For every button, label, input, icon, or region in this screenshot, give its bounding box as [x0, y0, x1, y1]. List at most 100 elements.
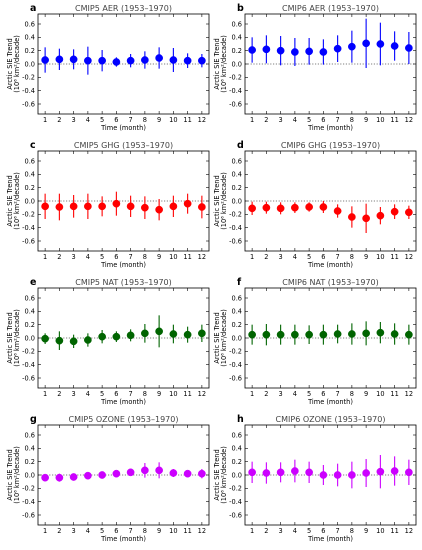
y-tick-label: 0.4 [25, 34, 36, 42]
y-tick-label: -0.2 [229, 485, 242, 493]
data-point [262, 203, 271, 212]
y-tick-label: 0.4 [232, 34, 243, 42]
data-point [141, 203, 149, 212]
x-tick-label: 6 [321, 253, 325, 261]
data-point [141, 56, 149, 64]
data-point [405, 208, 413, 217]
y-tick-label: -0.6 [229, 100, 242, 108]
y-tick-label: 0.0 [232, 334, 243, 342]
x-tick-label: 3 [72, 390, 76, 398]
x-tick-label: 6 [114, 253, 118, 261]
data-point [69, 473, 78, 481]
x-tick-label: 1 [250, 527, 254, 535]
data-point [305, 330, 313, 339]
x-tick-label: 3 [279, 390, 283, 398]
y-tick-label: 0.0 [232, 197, 243, 205]
x-tick-label: 5 [307, 116, 311, 124]
data-point [333, 44, 342, 53]
data-point [319, 471, 328, 479]
y-tick-label: 0.6 [232, 20, 243, 28]
data-point [183, 199, 192, 208]
data-point [183, 330, 192, 339]
y-tick-label: 0.0 [25, 471, 36, 479]
data-point [276, 204, 285, 213]
data-point [155, 327, 163, 336]
y-tick-label: 0.6 [25, 431, 36, 439]
data-point [198, 329, 206, 338]
data-point [291, 48, 299, 56]
data-point [376, 328, 385, 337]
panel-title: CMIP6 OZONE (1953–1970) [276, 415, 386, 424]
data-point [112, 469, 121, 478]
x-tick-label: 7 [129, 390, 133, 398]
panel-title: CMIP5 NAT (1953–1970) [75, 278, 172, 287]
x-tick-label: 10 [376, 390, 384, 398]
y-tick-label: -0.2 [22, 74, 35, 82]
y-tick-label: 0.0 [25, 197, 36, 205]
y-tick-label: 0.2 [25, 321, 36, 329]
data-point [248, 204, 256, 213]
y-axis-unit: (10⁶ km²/decade) [13, 172, 21, 230]
x-tick-label: 7 [129, 116, 133, 124]
data-point [55, 336, 64, 345]
panel-g: g CMIP5 OZONE (1953–1970) -0.6 -0.4 -0.2 0.0 0… [6, 414, 210, 543]
y-axis-unit: (10⁶ km²/decade) [220, 446, 228, 504]
y-tick-label: -0.6 [229, 511, 242, 519]
x-tick-label: 1 [250, 116, 254, 124]
data-point [155, 54, 163, 62]
data-point [112, 58, 121, 66]
x-tick-label: 12 [198, 253, 206, 261]
y-tick-label: 0.6 [25, 294, 36, 302]
data-point [390, 467, 399, 475]
data-point [98, 471, 106, 479]
x-tick-label: 12 [405, 527, 413, 535]
data-point [348, 330, 356, 338]
data-point [141, 466, 149, 475]
data-point [262, 469, 271, 477]
y-tick-label: -0.4 [229, 498, 242, 506]
y-tick-label: -0.2 [22, 485, 35, 493]
data-point [291, 330, 299, 339]
panel-label: c [30, 140, 36, 151]
panel-e: e CMIP5 NAT (1953–1970) -0.6 -0.4 -0.2 0.0 0.2… [6, 277, 210, 406]
data-point [55, 473, 64, 482]
panel-label: b [237, 3, 244, 14]
x-tick-label: 6 [114, 390, 118, 398]
x-tick-label: 11 [183, 116, 191, 124]
data-point [248, 468, 256, 477]
data-point [141, 329, 149, 338]
y-tick-label: 0.2 [232, 184, 243, 192]
y-tick-label: 0.4 [232, 171, 243, 179]
data-point [198, 56, 206, 65]
x-tick-label: 12 [198, 527, 206, 535]
data-point [405, 330, 413, 339]
data-point [333, 330, 342, 338]
data-point [362, 329, 370, 338]
x-tick-label: 7 [336, 527, 340, 535]
data-point [248, 330, 256, 339]
x-tick-label: 5 [100, 253, 104, 261]
y-axis-label: Arctic SIE Trend [6, 175, 14, 226]
y-tick-label: 0.6 [25, 157, 36, 165]
panel-h: h CMIP6 OZONE (1953–1970) -0.6 -0.4 -0.2 0.0 0… [213, 414, 417, 543]
x-tick-label: 10 [169, 116, 177, 124]
x-tick-label: 10 [169, 527, 177, 535]
y-tick-label: -0.6 [22, 374, 35, 382]
x-tick-label: 1 [250, 253, 254, 261]
data-point [183, 469, 192, 478]
x-tick-label: 4 [293, 390, 297, 398]
x-tick-label: 4 [86, 253, 90, 261]
data-point [198, 203, 206, 211]
x-tick-label: 9 [157, 527, 161, 535]
y-tick-label: 0.4 [25, 308, 36, 316]
x-tick-label: 8 [350, 253, 354, 261]
x-tick-label: 10 [376, 116, 384, 124]
y-axis-unit: (10⁶ km²/decade) [220, 172, 228, 230]
x-tick-label: 8 [350, 116, 354, 124]
x-axis-label: Time (month) [307, 124, 353, 132]
y-tick-label: 0.2 [232, 321, 243, 329]
y-tick-label: -0.2 [229, 74, 242, 82]
panel-c: c CMIP5 GHG (1953–1970) -0.6 -0.4 -0.2 0.0 0.2… [6, 140, 210, 269]
y-axis-label: Arctic SIE Trend [6, 312, 14, 363]
